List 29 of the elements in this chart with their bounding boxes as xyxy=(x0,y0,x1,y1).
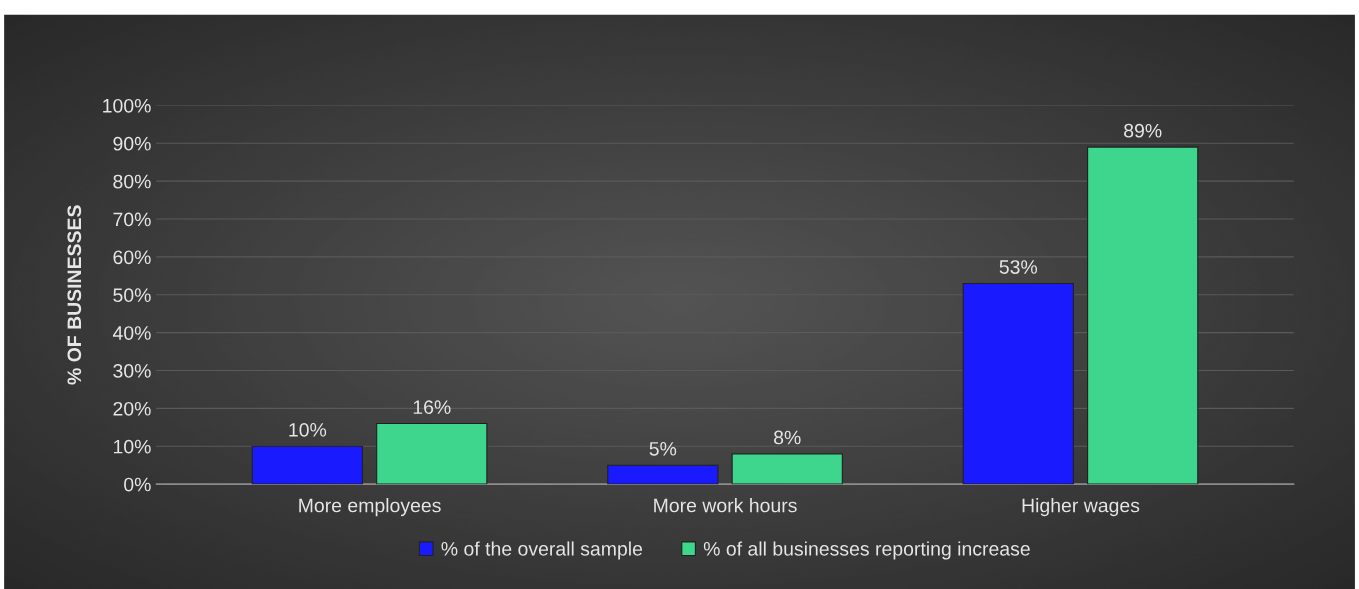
x-tick-label: More work hours xyxy=(654,498,797,513)
y-axis-title: % OF BUSINESSES xyxy=(67,205,82,385)
y-tick-label: 60% xyxy=(113,250,151,265)
legend-label: % of the overall sample xyxy=(441,541,643,560)
y-tick-label: 30% xyxy=(113,364,151,378)
y-tick-label: 90% xyxy=(113,136,151,151)
y-tick-label: 0% xyxy=(124,477,151,492)
x-tick-label: More employees xyxy=(299,498,441,517)
data-label: 8% xyxy=(774,430,801,445)
bar xyxy=(376,423,488,485)
bar xyxy=(1087,146,1199,485)
x-tick-label: Higher wages xyxy=(1022,498,1140,517)
y-tick-label: 10% xyxy=(113,439,151,454)
data-label: 16% xyxy=(413,400,451,415)
data-label: 53% xyxy=(999,260,1038,274)
bar xyxy=(731,453,843,485)
bar xyxy=(251,445,364,485)
y-tick-label: 50% xyxy=(113,288,151,303)
y-tick-label: 80% xyxy=(113,174,151,189)
y-tick-label: 70% xyxy=(113,212,151,227)
data-label: 89% xyxy=(1124,123,1162,138)
data-label: 10% xyxy=(289,422,327,437)
y-tick-label: 20% xyxy=(113,401,151,416)
bar xyxy=(962,282,1074,485)
y-tick-label: 100% xyxy=(103,98,151,113)
y-tick-label: 40% xyxy=(112,326,151,340)
bar xyxy=(607,464,719,485)
data-label: 5% xyxy=(649,442,677,456)
legend-label: % of all businesses reporting increase xyxy=(703,541,1030,560)
